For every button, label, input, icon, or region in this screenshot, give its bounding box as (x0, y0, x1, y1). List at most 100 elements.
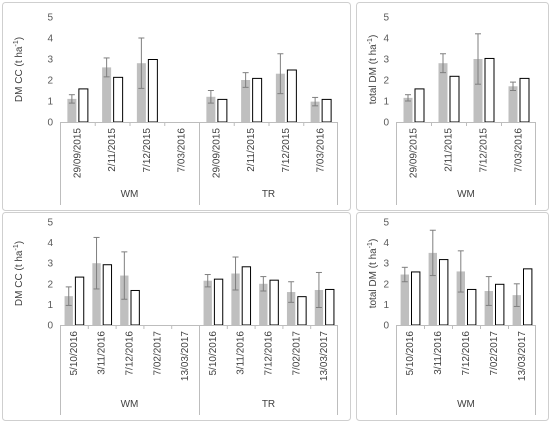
x-tick-label: 3/11/2016 (433, 331, 444, 375)
x-tick-label: 5/10/2016 (208, 331, 219, 376)
y-tick-label: 5 (383, 218, 389, 229)
chart-panel-3: 0 1 2 3 4 5 DM CC (t ha-1) 5/10/2016 3/11/2016 7/… (2, 212, 351, 421)
bar-gray (512, 295, 521, 325)
bar-white (130, 289, 140, 326)
bar-white (102, 264, 113, 326)
y-tick-label: 4 (47, 34, 53, 45)
x-tick-label: 29/09/2015 (211, 128, 222, 178)
y-tick-label: 1 (47, 97, 53, 108)
x-tick-label: 2/11/2015 (107, 128, 118, 172)
bar-white (414, 88, 425, 123)
y-tick-label: 5 (47, 218, 53, 229)
chart-panel-4: 0 1 2 3 4 5 total DM (t ha-1) 5/10/2016 3/11/201… (356, 212, 549, 421)
y-tick-label: 2 (383, 279, 389, 290)
bar-gray (259, 283, 268, 325)
bar-gray (473, 59, 483, 122)
y-axis-label: total DM (t ha-1) (367, 35, 379, 105)
x-tick-label: 7/12/2016 (125, 331, 136, 376)
bar-gray (508, 86, 518, 122)
bar-gray (403, 97, 413, 122)
bar-white (213, 278, 224, 326)
bar-gray (92, 263, 101, 325)
y-axis-label: DM CC (t ha-1) (13, 241, 25, 306)
x-tick-label: 3/11/2016 (97, 331, 108, 375)
y-axis-label-text: DM CC (t ha (14, 250, 25, 306)
panel-frame (356, 212, 549, 421)
group-label: TR (262, 189, 275, 200)
bar-white (113, 76, 124, 123)
group-label: WM (121, 399, 139, 410)
bar-white (269, 279, 279, 326)
x-tick-label: 13/03/2017 (180, 331, 191, 381)
x-tick-label: 7/03/2016 (177, 128, 188, 173)
y-axis-label-text: ) (368, 239, 379, 242)
x-tick-label: 7/12/2015 (479, 128, 490, 173)
x-tick-label: 29/09/2015 (409, 128, 420, 178)
panel-frame (2, 2, 351, 211)
y-tick-label: 1 (383, 97, 389, 108)
x-tick-label: 7/12/2016 (461, 331, 472, 376)
x-tick-label: 5/10/2016 (405, 331, 416, 376)
bar-gray (64, 296, 73, 325)
bar-gray (438, 63, 448, 122)
y-axis-label-superscript: -1 (13, 244, 20, 250)
bar-white (439, 259, 449, 326)
bar-white (449, 75, 460, 123)
y-axis-label-text: total DM (t ha (368, 44, 379, 104)
x-tick-label: 3/11/2016 (236, 331, 247, 375)
y-axis-label-text: ) (368, 35, 379, 38)
x-tick-label: 13/03/2017 (319, 331, 330, 381)
bar-gray (286, 292, 296, 325)
bar-gray (136, 63, 146, 122)
x-tick-label: 7/02/2017 (152, 331, 163, 376)
bar-white (523, 268, 533, 326)
bar-white (217, 98, 228, 123)
bar-white (252, 77, 263, 123)
bar-gray (231, 273, 240, 325)
y-tick-label: 1 (47, 300, 53, 311)
y-tick-label: 4 (47, 238, 53, 249)
bar-white (325, 288, 335, 326)
chart-panel-1: 0 1 2 3 4 5 DM CC (t ha-1) 29/09/2015 2/11/2015 7… (2, 2, 351, 211)
bar-gray (67, 98, 77, 122)
y-tick-label: 0 (47, 118, 53, 129)
x-tick-label: 7/12/2016 (264, 331, 275, 376)
bar-gray (428, 252, 437, 325)
bar-gray (484, 291, 493, 325)
x-tick-label: 2/11/2015 (444, 128, 455, 172)
y-tick-label: 3 (383, 55, 389, 66)
y-axis-label-text: ) (14, 37, 25, 40)
y-tick-label: 3 (47, 259, 53, 270)
y-tick-label: 5 (383, 13, 389, 24)
y-axis-label-superscript: -1 (367, 242, 374, 248)
y-axis-label: total DM (t ha-1) (367, 239, 379, 309)
x-tick-label: 7/12/2015 (281, 128, 292, 173)
bar-white (241, 266, 252, 326)
x-tick-label: 29/09/2015 (72, 128, 83, 178)
y-tick-label: 4 (383, 34, 389, 45)
y-tick-label: 2 (383, 76, 389, 87)
y-axis-label-text: DM CC (t ha (14, 46, 25, 102)
y-axis-label-superscript: -1 (367, 38, 374, 44)
bar-white (297, 296, 307, 326)
group-label: WM (457, 399, 475, 410)
x-tick-label: 13/03/2017 (517, 331, 528, 381)
y-tick-label: 1 (383, 300, 389, 311)
bar-gray (241, 80, 251, 122)
group-label: WM (457, 189, 475, 200)
bar-gray (102, 67, 112, 122)
bar-white (78, 88, 89, 123)
group-label: TR (262, 399, 275, 410)
panel-frame (2, 212, 351, 421)
y-axis-label-superscript: -1 (13, 40, 20, 46)
bar-white (467, 288, 477, 326)
y-tick-label: 0 (383, 118, 389, 129)
y-tick-label: 2 (47, 76, 53, 87)
bar-white (519, 77, 530, 123)
x-tick-label: 5/10/2016 (69, 331, 80, 376)
bar-white (411, 271, 421, 326)
bar-white (484, 57, 495, 123)
bar-gray (206, 96, 216, 122)
x-tick-label: 7/02/2017 (489, 331, 500, 376)
y-tick-label: 0 (383, 321, 389, 332)
